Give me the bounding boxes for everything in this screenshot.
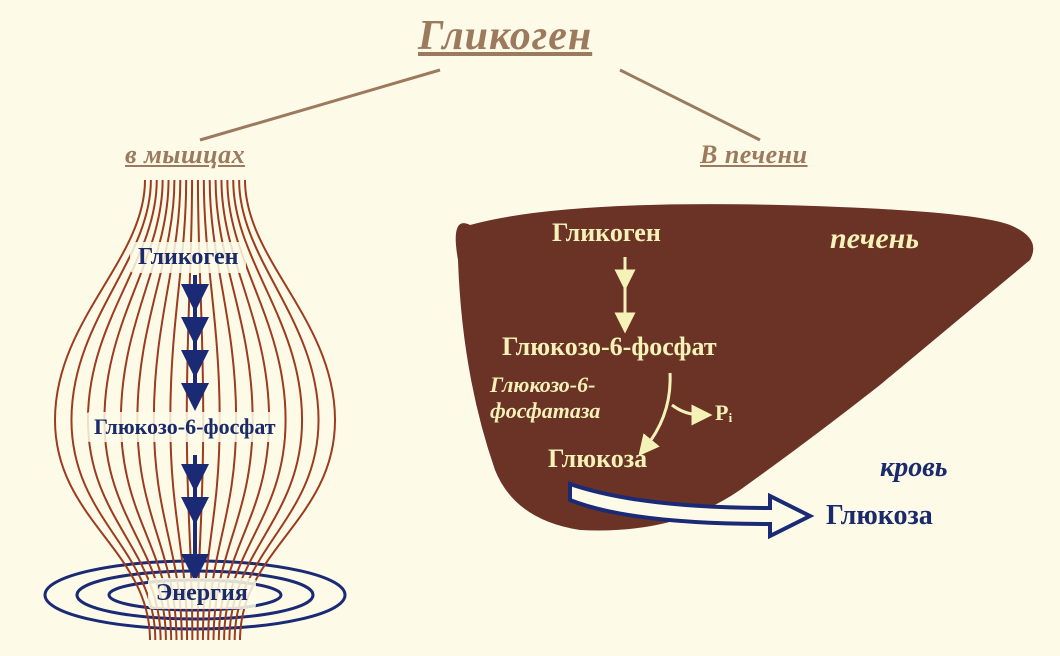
blood-label: кровь bbox=[880, 452, 948, 484]
diagram-root: Гликоген в мышцах В печени bbox=[0, 0, 1060, 656]
liver-glucose-label: Глюкоза bbox=[548, 444, 647, 474]
muscle-glycogen-label: Гликоген bbox=[130, 242, 246, 273]
liver-glycogen-label: Гликоген bbox=[552, 218, 661, 248]
muscle-energy-label: Энергия bbox=[148, 578, 256, 609]
liver-g6p-label: Глюкозо-6-фосфат bbox=[502, 332, 717, 362]
liver-enzyme-line1: Глюкозо-6- bbox=[490, 372, 595, 398]
liver-organ-label: печень bbox=[830, 222, 919, 256]
liver-pi-label: Pᵢ bbox=[715, 400, 732, 426]
liver-enzyme-line2: фосфатаза bbox=[490, 398, 600, 424]
subtitle-muscle: в мышцах bbox=[125, 140, 245, 170]
glucose-out-label: Глюкоза bbox=[826, 500, 933, 532]
subtitle-liver: В печени bbox=[700, 140, 808, 170]
muscle-g6p-label: Глюкозо-6-фосфат bbox=[86, 412, 284, 442]
branch-connector bbox=[0, 0, 1060, 200]
